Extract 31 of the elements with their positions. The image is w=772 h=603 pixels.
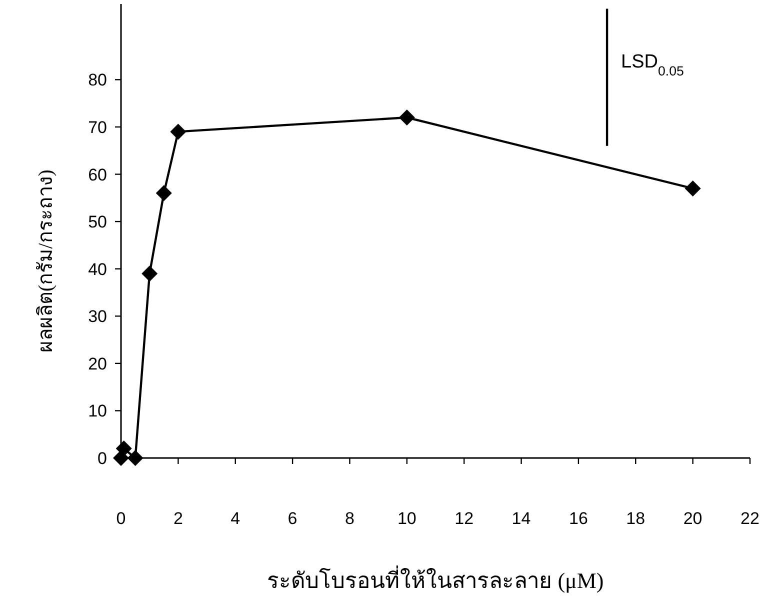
x-tick-label: 2 bbox=[173, 509, 183, 528]
x-axis-title: ระดับโบรอนที่ให้ในสารละลาย (μM) bbox=[267, 565, 604, 593]
x-tick-label: 4 bbox=[230, 509, 240, 528]
point bbox=[684, 180, 701, 196]
x-tick-label: 0 bbox=[116, 509, 126, 528]
x-tick-label: 8 bbox=[344, 509, 354, 528]
y-tick-label: 0 bbox=[98, 449, 107, 468]
y-tick-label: 40 bbox=[88, 260, 107, 279]
x-tick-label: 16 bbox=[568, 509, 588, 528]
y-tick-label: 50 bbox=[88, 212, 107, 232]
point bbox=[398, 110, 415, 126]
y-tick-label: 60 bbox=[88, 165, 107, 184]
point bbox=[156, 185, 172, 202]
point bbox=[142, 266, 158, 282]
x-tick-label: 20 bbox=[683, 509, 702, 528]
y-tick-label: 80 bbox=[88, 70, 107, 90]
x-tick-label: 10 bbox=[397, 509, 416, 528]
x-tick-label: 22 bbox=[740, 509, 760, 528]
x-tick-label: 6 bbox=[288, 509, 298, 528]
y-tick-label: 70 bbox=[88, 118, 107, 137]
point bbox=[116, 440, 132, 457]
y-axis-title: ผลผลิต(กรัม/กระถาง) bbox=[35, 170, 57, 352]
y-tick-label: 10 bbox=[88, 402, 107, 421]
series-label: LSD$_{0.05}$ bbox=[621, 51, 684, 78]
x-tick-label: 14 bbox=[512, 509, 531, 528]
x-tick-label: 18 bbox=[626, 509, 646, 528]
y-tick-label: 20 bbox=[88, 354, 107, 374]
point bbox=[170, 124, 186, 140]
y-tick-label: 30 bbox=[88, 307, 107, 326]
x-tick-label: 12 bbox=[454, 509, 474, 528]
point bbox=[127, 450, 144, 466]
